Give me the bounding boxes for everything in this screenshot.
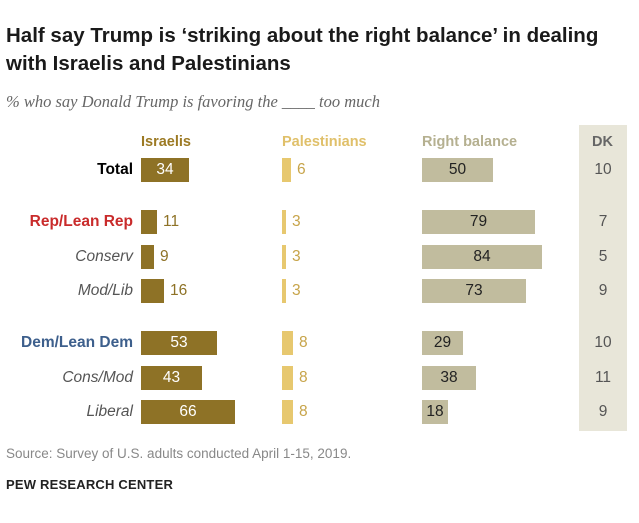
dk-column-background <box>579 125 627 431</box>
value-israelis-mod-lib: 16 <box>170 282 188 299</box>
row-label-total: Total <box>97 161 133 178</box>
value-right-balance-liberal: 18 <box>426 403 444 420</box>
value-right-balance-cons-mod: 38 <box>440 369 458 386</box>
value-palestinians-liberal: 8 <box>299 403 308 420</box>
row-label-conserv: Conserv <box>75 248 133 265</box>
value-dk-dem-lean-dem: 10 <box>594 334 612 351</box>
brand-name: PEW RESEARCH CENTER <box>6 477 174 492</box>
bar-israelis-liberal <box>141 400 235 424</box>
bar-right-balance-total <box>422 158 493 182</box>
row-label-dem-lean-dem: Dem/Lean Dem <box>21 334 133 351</box>
value-israelis-dem-lean-dem: 53 <box>170 334 188 351</box>
row-label-liberal: Liberal <box>86 403 133 420</box>
bar-israelis-dem-lean-dem <box>141 331 217 355</box>
value-palestinians-conserv: 3 <box>292 248 301 265</box>
source-note: Source: Survey of U.S. adults conducted … <box>6 446 352 461</box>
value-dk-cons-mod: 11 <box>594 369 612 386</box>
bar-right-balance-conserv <box>422 245 542 269</box>
bar-palestinians-rep-lean-rep <box>282 210 286 234</box>
bar-right-balance-rep-lean-rep <box>422 210 535 234</box>
bar-palestinians-cons-mod <box>282 366 293 390</box>
value-right-balance-rep-lean-rep: 79 <box>469 213 488 230</box>
bar-right-balance-dem-lean-dem <box>422 331 463 355</box>
row-label-cons-mod: Cons/Mod <box>62 369 133 386</box>
bar-palestinians-dem-lean-dem <box>282 331 293 355</box>
chart-title: Half say Trump is ‘striking about the ri… <box>6 24 599 75</box>
row-label-rep-lean-rep: Rep/Lean Rep <box>29 213 133 230</box>
bar-right-balance-cons-mod <box>422 366 476 390</box>
value-palestinians-mod-lib: 3 <box>292 282 301 299</box>
value-dk-rep-lean-rep: 7 <box>598 213 608 230</box>
value-right-balance-mod-lib: 73 <box>465 282 483 299</box>
value-palestinians-dem-lean-dem: 8 <box>299 334 308 351</box>
value-dk-conserv: 5 <box>598 248 608 265</box>
value-israelis-conserv: 9 <box>160 248 169 265</box>
bar-israelis-conserv <box>141 245 154 269</box>
bar-palestinians-conserv <box>282 245 286 269</box>
value-right-balance-conserv: 84 <box>473 248 491 265</box>
bar-israelis-cons-mod <box>141 366 202 390</box>
bar-right-balance-mod-lib <box>422 279 526 303</box>
bar-israelis-mod-lib <box>141 279 164 303</box>
column-header-right-balance: Right balance <box>422 134 518 150</box>
bar-palestinians-mod-lib <box>282 279 286 303</box>
column-header-israelis: Israelis <box>141 134 191 150</box>
column-header-dk: DK <box>592 134 613 150</box>
chart-subtitle: % who say Donald Trump is favoring the _… <box>6 92 380 111</box>
value-palestinians-cons-mod: 8 <box>299 369 308 386</box>
value-israelis-rep-lean-rep: 11 <box>163 213 180 230</box>
bar-israelis-rep-lean-rep <box>141 210 157 234</box>
value-dk-mod-lib: 9 <box>598 282 608 299</box>
value-israelis-cons-mod: 43 <box>162 369 181 386</box>
value-right-balance-dem-lean-dem: 29 <box>433 334 452 351</box>
value-dk-liberal: 9 <box>598 403 608 420</box>
value-palestinians-total: 6 <box>297 161 306 178</box>
column-header-palestinians: Palestinians <box>282 134 367 150</box>
value-israelis-total: 34 <box>156 161 174 178</box>
value-right-balance-total: 50 <box>448 161 467 178</box>
bar-palestinians-liberal <box>282 400 293 424</box>
value-palestinians-rep-lean-rep: 3 <box>292 213 301 230</box>
value-israelis-liberal: 66 <box>179 403 197 420</box>
bar-right-balance-liberal <box>422 400 448 424</box>
bar-palestinians-total <box>282 158 291 182</box>
bar-israelis-total <box>141 158 189 182</box>
value-dk-total: 10 <box>594 161 612 178</box>
row-label-mod-lib: Mod/Lib <box>77 282 133 299</box>
